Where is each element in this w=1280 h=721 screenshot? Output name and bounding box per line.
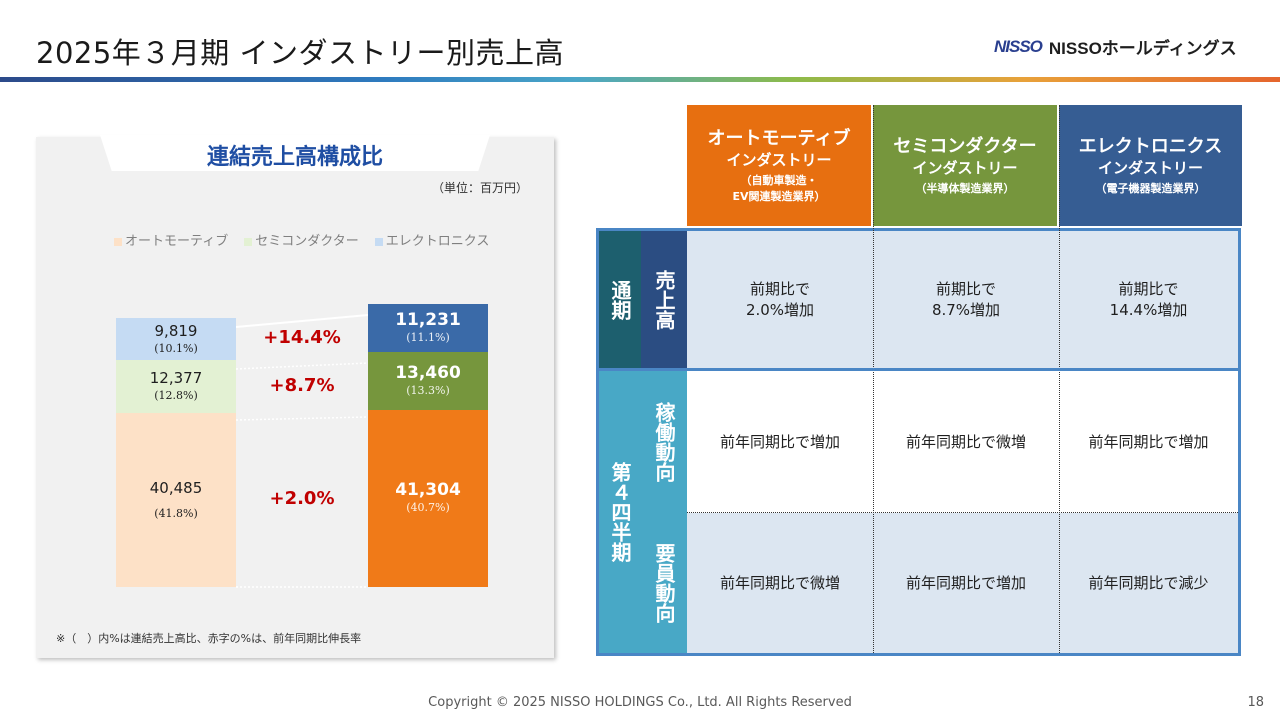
column-divider: [1059, 105, 1060, 653]
header-detail1: （半導体製造業界）: [915, 181, 1015, 195]
cell-text: 前期比で: [935, 279, 996, 298]
growth-rate-label: +2.0%: [269, 488, 335, 510]
table-cell: 前期比で 8.7%増加: [873, 231, 1059, 368]
section-divider: [599, 368, 1238, 371]
panel-title-tab: [100, 135, 490, 171]
legend-label: オートモーティブ: [125, 234, 229, 249]
share-label: (40.7%): [406, 500, 450, 514]
header-name: オートモーティブ: [707, 127, 851, 149]
table-cell: 前年同期比で増加: [873, 513, 1059, 653]
header-sub: インダストリー: [726, 150, 832, 169]
share-label: (11.1%): [406, 330, 450, 344]
cell-text: 前期比で: [1118, 279, 1179, 298]
column-header-2: エレクトロニクス インダストリー （電子機器製造業界）: [1059, 105, 1242, 226]
share-label: (41.8%): [154, 506, 198, 520]
table-cell: 前年同期比で減少: [1059, 513, 1238, 653]
page-title: 2025年３月期 インダストリー別売上高: [36, 36, 565, 70]
legend-swatch-icon: [114, 237, 122, 246]
cell-text: 前年同期比で微増: [719, 573, 840, 592]
legend-item-automotive: オートモーティブ: [114, 230, 228, 249]
cell-text: 2.0%増加: [745, 300, 815, 319]
column-header-0: オートモーティブ インダストリー （自動車製造・ EV関連製造業界）: [687, 105, 871, 226]
row-label-2: 要員動向: [641, 513, 687, 653]
data-label: 41,304: [395, 479, 461, 500]
nisso-logo-icon: NISSO: [994, 36, 1043, 56]
data-label: 12,377: [149, 369, 203, 388]
group-label-full-year: 通期: [599, 231, 641, 368]
bar-segment-curr-1: 13,460 (13.3%): [368, 352, 488, 410]
footnote: ※（ ）内%は連結売上高比、赤字の%は、前年同期比伸長率: [56, 632, 362, 645]
cell-text: 前年同期比で増加: [905, 573, 1026, 592]
header-detail2: EV関連製造業界）: [732, 189, 826, 203]
header-sub: インダストリー: [912, 158, 1018, 177]
cell-text: 14.4%増加: [1109, 300, 1188, 319]
data-label: 9,819: [154, 321, 198, 340]
table-cell: 前年同期比で増加: [687, 371, 873, 513]
bar-segment-prev-0: 40,485 (41.8%): [116, 413, 236, 587]
legend-swatch-icon: [374, 237, 383, 246]
cell-text: 前年同期比で増加: [1088, 432, 1209, 451]
cell-text: 前年同期比で減少: [1088, 573, 1209, 592]
row-divider: [687, 512, 1238, 513]
row-label-0: 売上高: [641, 231, 687, 368]
unit-label: （単位：百万円）: [431, 181, 528, 195]
cell-text: 前期比で: [749, 279, 810, 298]
bar-segment-curr-0: 41,304 (40.7%): [368, 409, 488, 587]
cell-text: 8.7%増加: [931, 300, 1001, 319]
column-header-1: セミコンダクター インダストリー （半導体製造業界）: [873, 105, 1057, 226]
data-label: 11,231: [395, 309, 461, 330]
legend-item-semiconductor: セミコンダクター: [244, 230, 359, 249]
legend-item-electronics: エレクトロニクス: [374, 230, 490, 249]
company-logo: NISSO NISSOホールディングス: [994, 34, 1237, 59]
table-cell: 前年同期比で増加: [1059, 371, 1238, 513]
column-divider: [873, 105, 874, 653]
cell-text: 前年同期比で微増: [905, 432, 1026, 451]
connector-lines: [235, 314, 369, 588]
legend-label: エレクトロニクス: [385, 234, 490, 249]
table-cell: 前年同期比で微増: [687, 513, 873, 653]
header-detail1: （電子機器製造業界）: [1095, 181, 1206, 195]
chart-legend: オートモーティブ セミコンダクター エレクトロニクス: [114, 230, 489, 249]
bar-segment-prev-2: 9,819 (10.1%): [116, 318, 236, 361]
copyright: Copyright © 2025 NISSO HOLDINGS Co., Ltd…: [428, 695, 852, 710]
header-color-band: [0, 77, 1280, 82]
data-label: 13,460: [395, 362, 461, 383]
bar-segment-prev-1: 12,377 (12.8%): [116, 360, 236, 414]
data-label: 40,485: [149, 478, 203, 497]
growth-rate-label: +8.7%: [269, 374, 335, 396]
header-detail1: （自動車製造・: [740, 173, 818, 187]
header-sub: インダストリー: [1097, 158, 1203, 177]
table-cell: 前期比で 14.4%増加: [1059, 231, 1238, 368]
growth-rate-label: +14.4%: [263, 327, 341, 349]
share-label: (10.1%): [154, 341, 198, 355]
table-frame: [596, 228, 1241, 656]
panel-title: 連結売上高構成比: [206, 145, 383, 170]
group-label-q4: 第４四半期: [599, 371, 641, 653]
header-name: エレクトロニクス: [1078, 135, 1223, 157]
legend-label: セミコンダクター: [255, 234, 359, 249]
bar-segment-curr-2: 11,231 (11.1%): [368, 304, 488, 353]
table-cell: 前期比で 2.0%増加: [687, 231, 873, 368]
sales-composition-panel: 連結売上高構成比 （単位：百万円） オートモーティブ セミコンダクター エレクト…: [36, 135, 554, 658]
table-cell: 前年同期比で微増: [873, 371, 1059, 513]
share-label: (12.8%): [154, 389, 198, 403]
cell-text: 前年同期比で増加: [719, 432, 840, 451]
page-number: 18: [1247, 695, 1264, 710]
share-label: (13.3%): [406, 383, 450, 397]
header-name: セミコンダクター: [893, 135, 1037, 157]
logo-text: NISSOホールディングス: [1048, 39, 1237, 58]
row-label-1: 稼働動向: [641, 371, 687, 513]
legend-swatch-icon: [244, 237, 253, 246]
